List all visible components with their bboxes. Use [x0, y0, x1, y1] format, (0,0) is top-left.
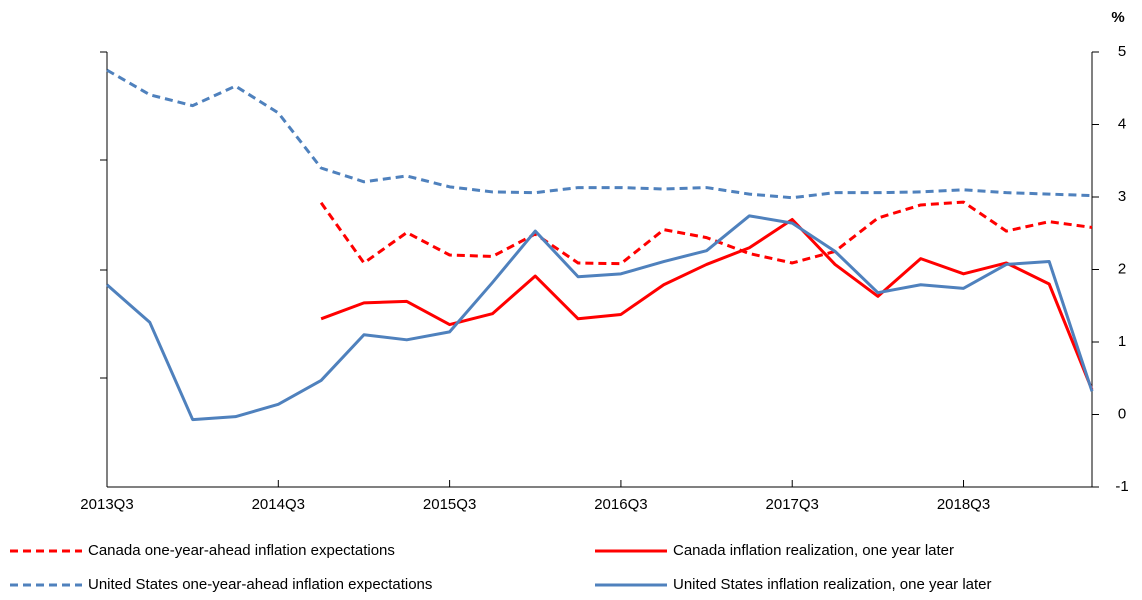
legend-label: United States one-year-ahead inflation e… — [88, 576, 432, 593]
legend-label: Canada one-year-ahead inflation expectat… — [88, 542, 395, 559]
y-tick-label: 2 — [1118, 260, 1126, 277]
series-line — [319, 200, 1093, 266]
y-tick-label: -1 — [1115, 478, 1128, 495]
x-tick-label: 2017Q3 — [766, 496, 819, 513]
y-tick-label: 0 — [1118, 405, 1126, 422]
x-tick-label: 2013Q3 — [80, 496, 133, 513]
y-axis-label: % — [1111, 9, 1124, 26]
x-tick-label: 2016Q3 — [594, 496, 647, 513]
legend-label: Canada inflation realization, one year l… — [673, 542, 954, 559]
x-tick-label: 2014Q3 — [252, 496, 305, 513]
y-tick-label: 4 — [1118, 115, 1126, 132]
series-line — [106, 68, 1093, 200]
y-tick-label: 5 — [1118, 43, 1126, 60]
x-tick-label: 2015Q3 — [423, 496, 476, 513]
legend-label: United States inflation realization, one… — [673, 576, 992, 593]
x-tick-label: 2018Q3 — [937, 496, 990, 513]
y-tick-label: 3 — [1118, 188, 1126, 205]
series-line — [320, 217, 1094, 391]
y-tick-label: 1 — [1118, 333, 1126, 350]
series-line — [106, 214, 1094, 422]
